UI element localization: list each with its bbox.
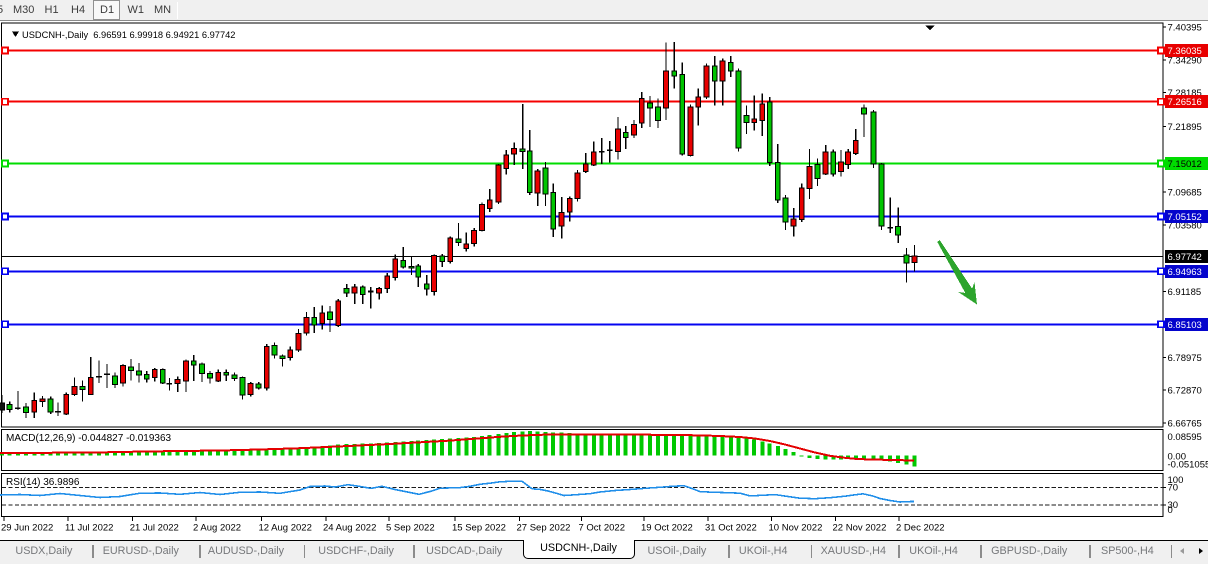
- svg-text:7.03580: 7.03580: [1168, 221, 1202, 232]
- svg-text:0.08595: 0.08595: [1168, 432, 1202, 443]
- svg-text:70: 70: [1168, 482, 1179, 493]
- svg-text:MACD(12,26,9) -0.044827 -0.019: MACD(12,26,9) -0.044827 -0.019363: [6, 433, 172, 444]
- svg-text:6.78975: 6.78975: [1168, 353, 1202, 364]
- svg-text:22 Nov 2022: 22 Nov 2022: [833, 523, 887, 534]
- svg-text:-0.051055: -0.051055: [1168, 460, 1208, 471]
- svg-text:31 Oct 2022: 31 Oct 2022: [705, 523, 757, 534]
- svg-text:RSI(14) 36.9896: RSI(14) 36.9896: [6, 477, 80, 488]
- svg-text:6.94963: 6.94963: [1168, 267, 1202, 278]
- svg-text:30: 30: [1168, 500, 1179, 511]
- svg-text:15 Sep 2022: 15 Sep 2022: [452, 523, 506, 534]
- svg-text:7.21895: 7.21895: [1168, 122, 1202, 133]
- svg-text:7.09685: 7.09685: [1168, 188, 1202, 199]
- svg-text:6.72870: 6.72870: [1168, 386, 1202, 397]
- svg-text:6.91185: 6.91185: [1168, 287, 1202, 298]
- svg-text:7.36035: 7.36035: [1168, 46, 1202, 57]
- svg-text:7.34290: 7.34290: [1168, 55, 1202, 66]
- svg-text:10 Nov 2022: 10 Nov 2022: [769, 523, 823, 534]
- svg-text:6.66765: 6.66765: [1168, 418, 1202, 429]
- svg-text:6.85103: 6.85103: [1168, 320, 1202, 331]
- svg-text:12 Aug 2022: 12 Aug 2022: [259, 523, 312, 534]
- svg-text:2 Aug 2022: 2 Aug 2022: [193, 523, 241, 534]
- svg-text:7 Oct 2022: 7 Oct 2022: [579, 523, 625, 534]
- svg-text:5 Sep 2022: 5 Sep 2022: [386, 523, 435, 534]
- svg-text:29 Jun 2022: 29 Jun 2022: [1, 523, 53, 534]
- svg-text:19 Oct 2022: 19 Oct 2022: [641, 523, 693, 534]
- svg-text:0: 0: [1168, 505, 1173, 516]
- svg-text:7.15012: 7.15012: [1168, 159, 1202, 170]
- svg-text:7.26516: 7.26516: [1168, 97, 1202, 108]
- svg-text:7.28185: 7.28185: [1168, 88, 1202, 99]
- svg-text:100: 100: [1168, 475, 1184, 486]
- svg-text:6.97742: 6.97742: [1168, 252, 1202, 263]
- svg-text:2 Dec 2022: 2 Dec 2022: [896, 523, 945, 534]
- svg-text:21 Jul 2022: 21 Jul 2022: [130, 523, 179, 534]
- svg-text:7.05152: 7.05152: [1168, 212, 1202, 223]
- svg-text:USDCNH-,Daily 6.96591 6.99918: USDCNH-,Daily 6.96591 6.99918 6.94921 6.…: [22, 30, 235, 40]
- svg-text:27 Sep 2022: 27 Sep 2022: [517, 523, 571, 534]
- svg-text:7.40395: 7.40395: [1168, 23, 1202, 34]
- svg-text:0.00: 0.00: [1168, 452, 1187, 463]
- svg-text:24 Aug 2022: 24 Aug 2022: [323, 523, 376, 534]
- svg-text:11 Jul 2022: 11 Jul 2022: [65, 523, 113, 534]
